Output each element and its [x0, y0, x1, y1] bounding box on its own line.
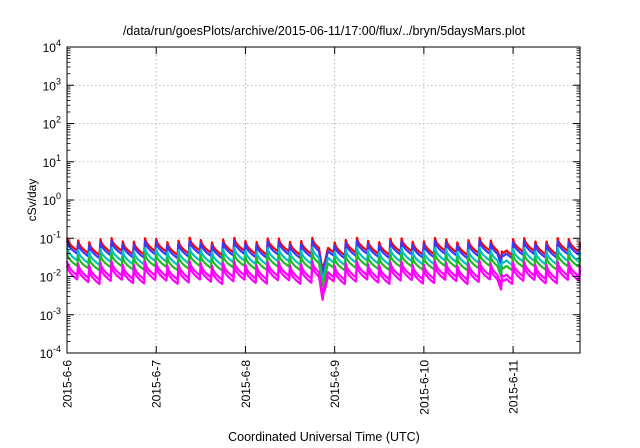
y-tick-label: 102 — [43, 115, 61, 132]
series-line — [65, 236, 582, 272]
series-line — [65, 264, 582, 301]
y-tick-label: 101 — [43, 153, 61, 170]
y-tick-label: 10-4 — [40, 344, 61, 361]
y-tick-label: 100 — [43, 191, 61, 208]
y-tick-label: 10-2 — [40, 268, 61, 285]
series-line — [65, 246, 582, 282]
x-tick-label: 2015-6-11 — [507, 360, 521, 414]
series-line — [65, 239, 582, 276]
x-tick-label: 2015-6-10 — [417, 360, 431, 415]
x-axis: 2015-6-6 2015-6-7 2015-6-8 2015-6-9 2015-6-1… — [61, 47, 521, 415]
series-line — [65, 252, 582, 288]
x-axis-label: Coordinated Universal Time (UTC) — [228, 430, 420, 444]
y-tick-label: 104 — [43, 38, 61, 55]
y-tick-label: 103 — [43, 76, 61, 93]
y-tick-label: 10-1 — [40, 229, 61, 246]
y-axis-label: cSv/day — [25, 179, 39, 222]
chart-title: /data/run/goesPlots/archive/2015-06-11/1… — [123, 24, 526, 38]
x-tick-label: 2015-6-7 — [150, 360, 164, 408]
grid — [67, 47, 580, 353]
series-line — [65, 260, 582, 297]
y-axis: 10-4 10-3 10-2 10-1 100 101 102 103 104 — [40, 38, 580, 361]
x-tick-label: 2015-6-9 — [328, 360, 342, 408]
x-tick-label: 2015-6-6 — [61, 360, 75, 408]
series-group — [65, 236, 582, 301]
y-tick-label: 10-3 — [40, 306, 61, 323]
x-tick-label: 2015-6-8 — [239, 360, 253, 408]
